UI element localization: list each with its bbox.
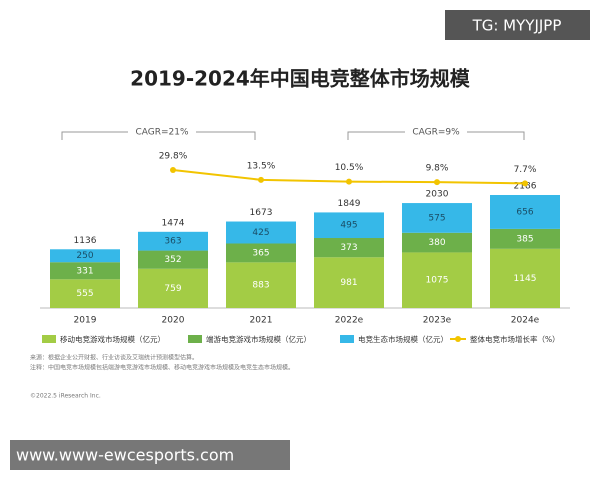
chart-title: 2019-2024年中国电竞整体市场规模 [130, 67, 471, 91]
bar-segment [138, 231, 208, 251]
bar-segment [402, 203, 472, 233]
total-label: 1474 [162, 218, 185, 228]
total-label: 1673 [250, 208, 273, 218]
growth-point [170, 167, 176, 173]
cagr-bg [405, 125, 467, 139]
segment-label: 575 [428, 213, 445, 223]
segment-label: 1075 [426, 276, 449, 286]
bar-segment [490, 195, 560, 229]
segment-label: 981 [340, 278, 357, 288]
legend-point [455, 336, 461, 342]
segment-label: 365 [252, 248, 269, 258]
legend-swatch [340, 335, 354, 343]
segment-label: 425 [252, 228, 269, 238]
footnote: 注释：中国电竞市场规模包括端游电竞游戏市场规模、移动电竞游戏市场规模及电竞生态市… [30, 364, 294, 372]
bar-segment [138, 268, 208, 308]
bar-segment [226, 262, 296, 308]
segment-label: 363 [164, 237, 181, 247]
legend-swatch [42, 335, 56, 343]
segment-label: 250 [76, 251, 93, 261]
bar-segment [402, 232, 472, 253]
total-label: 2186 [514, 182, 537, 192]
cagr-label: CAGR=9% [412, 128, 460, 138]
bar-segment [50, 249, 120, 263]
growth-label: 9.8% [426, 164, 449, 174]
total-label: 1136 [74, 236, 97, 246]
segment-label: 373 [340, 243, 357, 253]
cagr-bg [128, 125, 196, 139]
growth-point [522, 180, 528, 187]
segment-label: 380 [428, 238, 445, 248]
footnote: 来源：根据企业公开财报、行业访谈及艾瑞统计预测模型估算。 [30, 354, 198, 362]
segment-label: 759 [164, 284, 181, 294]
x-tick-label: 2024e [511, 316, 540, 326]
legend-label: 电竞生态市场规模（亿元） [358, 334, 448, 344]
x-tick-label: 2022e [335, 316, 364, 326]
legend-label: 移动电竞游戏市场规模（亿元） [60, 334, 165, 344]
legend-label: 端游电竞游戏市场规模（亿元） [206, 334, 311, 344]
bar-segment [226, 221, 296, 244]
bar-segment [490, 248, 560, 308]
bottom-url: www.www-ewcesports.com [16, 446, 234, 465]
legend-swatch [188, 335, 202, 343]
segment-label: 1145 [514, 274, 537, 284]
x-tick-label: 2023e [423, 316, 452, 326]
total-label: 2030 [426, 190, 449, 200]
growth-point [258, 176, 264, 183]
cagr-label: CAGR=21% [135, 128, 189, 138]
segment-label: 331 [76, 266, 93, 276]
x-tick-label: 2019 [74, 316, 97, 326]
bar-segment [50, 262, 120, 280]
growth-point [434, 179, 440, 186]
segment-label: 352 [164, 255, 181, 265]
bar-segment [314, 212, 384, 239]
segment-label: 385 [516, 234, 533, 244]
tag-box [445, 10, 590, 40]
total-label: 1849 [338, 199, 361, 209]
segment-label: 555 [76, 289, 93, 299]
growth-label: 10.5% [335, 163, 364, 173]
footnote: ©2022.5 iResearch Inc. [30, 393, 101, 400]
growth-point [346, 178, 352, 185]
legend-label: 整体电竞市场增长率（%） [470, 334, 560, 344]
url-box [10, 440, 290, 470]
bar-segment [402, 252, 472, 308]
bar-segment [138, 250, 208, 269]
bar-segment [50, 279, 120, 308]
segment-label: 495 [340, 221, 357, 231]
growth-label: 29.8% [159, 152, 188, 162]
x-tick-label: 2020 [162, 316, 185, 326]
bar-segment [314, 238, 384, 258]
segment-label: 883 [252, 281, 269, 291]
growth-label: 13.5% [247, 161, 276, 171]
top-tag: TG: MYYJJPP [472, 17, 562, 35]
segment-label: 656 [516, 207, 533, 217]
x-tick-label: 2021 [250, 316, 273, 326]
bar-segment [490, 228, 560, 249]
bar-segment [314, 257, 384, 308]
bar-segment [226, 243, 296, 263]
growth-label: 7.7% [514, 165, 537, 175]
